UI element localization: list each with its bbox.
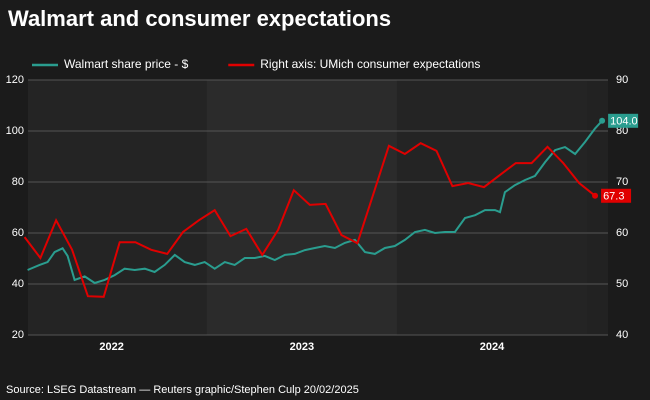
year-band	[396, 80, 588, 335]
y2-tick-label: 40	[616, 329, 628, 341]
end-label: 104.0	[610, 116, 638, 128]
end-dot	[599, 117, 606, 124]
y-tick-label: 20	[12, 329, 24, 341]
legend-label: Right axis: UMich consumer expectations	[260, 57, 480, 71]
year-band	[28, 80, 207, 335]
source: Source: LSEG Datastream — Reuters graphi…	[6, 384, 359, 396]
series-line	[27, 120, 603, 285]
year-band	[206, 80, 397, 335]
x-tick-label: 2024	[480, 341, 505, 353]
y-tick-label: 120	[6, 74, 24, 86]
end-dot	[592, 192, 599, 199]
y-tick-label: 40	[12, 278, 24, 290]
end-label: 67.3	[603, 191, 624, 203]
y-tick-label: 100	[6, 125, 24, 137]
y2-tick-label: 60	[616, 227, 628, 239]
end-label-box	[608, 113, 639, 128]
y-tick-label: 80	[12, 176, 24, 188]
chart-title: Walmart and consumer expectations	[8, 6, 391, 31]
series-line	[23, 142, 596, 298]
y2-tick-label: 90	[616, 74, 628, 86]
y2-tick-label: 50	[616, 278, 628, 290]
y-tick-label: 60	[12, 227, 24, 239]
y2-tick-label: 80	[616, 125, 628, 137]
y2-tick-label: 70	[616, 176, 628, 188]
x-tick-label: 2023	[290, 341, 314, 353]
end-label-box	[601, 188, 632, 203]
legend-label: Walmart share price - $	[64, 57, 189, 71]
x-tick-label: 2022	[99, 341, 123, 353]
